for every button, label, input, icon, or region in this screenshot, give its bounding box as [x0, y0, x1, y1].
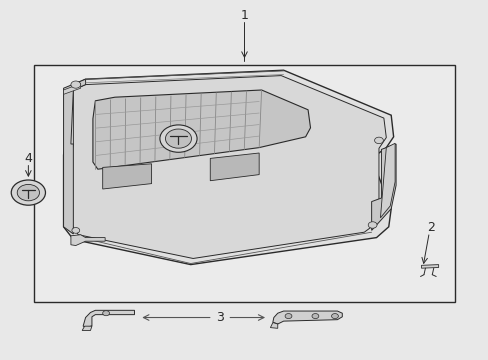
Polygon shape [63, 79, 85, 234]
Polygon shape [270, 323, 277, 328]
Polygon shape [82, 326, 92, 330]
Polygon shape [102, 164, 151, 189]
Circle shape [160, 125, 197, 152]
Polygon shape [71, 235, 105, 246]
Polygon shape [93, 90, 310, 169]
Polygon shape [71, 76, 386, 258]
Circle shape [367, 222, 376, 228]
Polygon shape [63, 70, 393, 265]
Circle shape [311, 314, 318, 319]
Text: 2: 2 [427, 221, 434, 234]
Polygon shape [83, 310, 134, 328]
Polygon shape [421, 265, 438, 268]
Polygon shape [272, 311, 342, 324]
Text: 1: 1 [240, 9, 248, 22]
Circle shape [374, 137, 383, 144]
Circle shape [331, 314, 338, 319]
Circle shape [285, 314, 291, 319]
Text: 3: 3 [216, 311, 224, 324]
Polygon shape [210, 153, 259, 181]
Circle shape [11, 180, 45, 205]
Polygon shape [380, 143, 394, 218]
Circle shape [165, 129, 191, 148]
Polygon shape [63, 84, 81, 94]
Bar [34, 65, 454, 302]
Circle shape [17, 184, 40, 201]
Polygon shape [371, 144, 395, 230]
Text: 4: 4 [24, 152, 32, 165]
Circle shape [71, 81, 81, 88]
Circle shape [102, 311, 109, 316]
Circle shape [72, 228, 80, 233]
